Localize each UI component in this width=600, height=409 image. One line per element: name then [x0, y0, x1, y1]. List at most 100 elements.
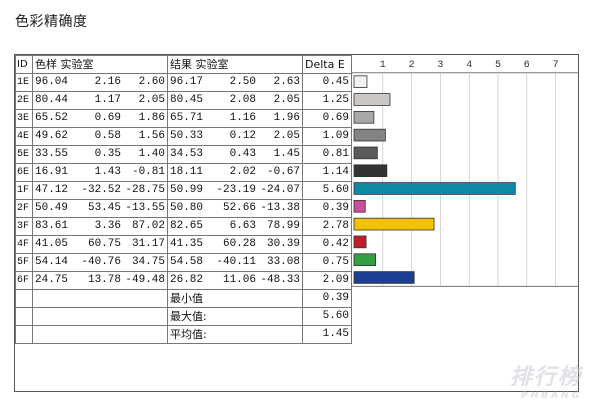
result-lab-b: 1.96 — [273, 112, 300, 124]
result-lab: 34.53 0.43 1.45 — [167, 145, 303, 164]
x-tick-label: 7 — [553, 60, 559, 71]
header-id: ID — [15, 55, 33, 74]
sample-lab: 16.91 1.43 -0.81 — [32, 163, 168, 182]
table-row: 4E 49.62 0.58 1.56 50.33 0.12 2.05 1.09 — [15, 127, 352, 146]
result-lab-a: 60.28 — [222, 238, 256, 250]
result-lab-b: 2.63 — [273, 76, 300, 88]
delta-e-value: 0.69 — [302, 109, 352, 128]
sample-lab-b: 1.86 — [138, 112, 165, 124]
sample-lab-l: 47.12 — [35, 184, 69, 196]
bar-6E — [353, 164, 388, 178]
summary-empty-id — [15, 325, 33, 344]
result-lab-a: 1.16 — [229, 112, 256, 124]
x-tick-label: 1 — [380, 60, 386, 71]
result-lab-a: 6.63 — [229, 220, 256, 232]
delta-e-value: 1.14 — [302, 163, 352, 182]
color-accuracy-table: ID 色样 实验室 结果 实验室 Delta E 1E 96.04 2.16 2.60 96.1… — [15, 55, 352, 344]
sample-lab: 50.49 53.45 -13.55 — [32, 199, 168, 218]
sample-lab-a: -32.52 — [81, 184, 121, 196]
result-lab-a: 52.66 — [222, 202, 256, 214]
sample-lab-b: 2.60 — [138, 76, 165, 88]
x-tick-label: 3 — [437, 60, 443, 71]
result-lab-l: 26.82 — [170, 274, 204, 286]
sample-lab: 65.52 0.69 1.86 — [32, 109, 168, 128]
sample-lab-a: 3.36 — [94, 220, 121, 232]
row-id: 1E — [15, 73, 33, 92]
row-id: 5F — [15, 253, 33, 272]
sample-lab-a: 1.43 — [94, 166, 121, 178]
delta-e-value: 0.81 — [302, 145, 352, 164]
row-id: 4F — [15, 235, 33, 254]
result-lab-l: 82.65 — [170, 220, 204, 232]
result-lab-l: 34.53 — [170, 148, 204, 160]
summary-value: 1.45 — [302, 325, 352, 344]
sample-lab-a: 0.58 — [94, 130, 121, 142]
summary-label: 平均值: — [167, 325, 303, 344]
result-lab: 41.35 60.28 30.39 — [167, 235, 303, 254]
delta-e-value: 1.09 — [302, 127, 352, 146]
sample-lab-b: 2.05 — [138, 94, 165, 106]
delta-e-value: 5.60 — [302, 181, 352, 200]
summary-empty-id — [15, 289, 33, 308]
result-lab-a: -23.19 — [216, 184, 256, 196]
result-lab-l: 80.45 — [170, 94, 204, 106]
sample-lab-b: 1.40 — [138, 148, 165, 160]
summary-row: 最小值 0.39 — [15, 289, 352, 308]
sample-lab: 49.62 0.58 1.56 — [32, 127, 168, 146]
bar-4E — [353, 128, 386, 142]
result-lab-l: 54.58 — [170, 256, 204, 268]
sample-lab: 83.61 3.36 87.02 — [32, 217, 168, 236]
sample-lab-a: 13.78 — [87, 274, 121, 286]
sample-lab-b: 87.02 — [131, 220, 165, 232]
delta-e-value: 0.39 — [302, 199, 352, 218]
row-id: 4E — [15, 127, 33, 146]
sample-lab-l: 24.75 — [35, 274, 69, 286]
table-row: 3E 65.52 0.69 1.86 65.71 1.16 1.96 0.69 — [15, 109, 352, 128]
table-row: 1E 96.04 2.16 2.60 96.17 2.50 2.63 0.45 — [15, 73, 352, 92]
result-lab-l: 65.71 — [170, 112, 204, 124]
sample-lab-a: 60.75 — [87, 238, 121, 250]
table-frame — [14, 54, 579, 392]
result-lab-a: 0.12 — [229, 130, 256, 142]
result-lab-b: -0.67 — [266, 166, 300, 178]
sample-lab-l: 65.52 — [35, 112, 69, 124]
sample-lab-l: 80.44 — [35, 94, 69, 106]
sample-lab-l: 83.61 — [35, 220, 69, 232]
page-title: 色彩精确度 — [15, 14, 88, 30]
result-lab-a: 2.02 — [229, 166, 256, 178]
sample-lab-l: 49.62 — [35, 130, 69, 142]
sample-lab-l: 16.91 — [35, 166, 69, 178]
result-lab-b: -48.33 — [260, 274, 300, 286]
bar-6F — [353, 271, 415, 284]
sample-lab-b: -0.81 — [131, 166, 165, 178]
row-id: 2F — [15, 199, 33, 218]
result-lab: 50.99 -23.19 -24.07 — [167, 181, 303, 200]
result-lab: 65.71 1.16 1.96 — [167, 109, 303, 128]
header-result-lab: 结果 实验室 — [167, 55, 303, 74]
bar-5F — [353, 253, 377, 267]
row-id: 1F — [15, 181, 33, 200]
watermark-text: 排行榜 — [509, 365, 582, 390]
sample-lab-l: 96.04 — [35, 76, 69, 88]
sample-lab-b: -49.48 — [125, 274, 165, 286]
result-lab-a: 0.43 — [229, 148, 256, 160]
sample-lab-b: 31.17 — [131, 238, 165, 250]
table-row: 2F 50.49 53.45 -13.55 50.80 52.66 -13.38 0.39 — [15, 199, 352, 218]
x-tick-label: 6 — [524, 60, 530, 71]
result-lab-b: 30.39 — [266, 238, 300, 250]
result-lab-l: 50.33 — [170, 130, 204, 142]
table-row: 2E 80.44 1.17 2.05 80.45 2.08 2.05 1.25 — [15, 91, 352, 110]
sample-lab: 80.44 1.17 2.05 — [32, 91, 168, 110]
table-row: 6F 24.75 13.78 -49.48 26.82 11.06 -48.33 2.09 — [15, 271, 352, 290]
bar-1F — [353, 182, 516, 195]
result-lab-b: -13.38 — [260, 202, 300, 214]
sample-lab-l: 41.05 — [35, 238, 69, 250]
summary-label: 最小值 — [167, 289, 303, 308]
delta-e-value: 2.78 — [302, 217, 352, 236]
result-lab-b: 33.08 — [266, 256, 300, 268]
delta-e-bar-chart: 1 2 3 4 5 6 7 — [352, 60, 579, 287]
delta-e-value: 2.09 — [302, 271, 352, 290]
result-lab-b: 1.45 — [273, 148, 300, 160]
result-lab-l: 96.17 — [170, 76, 204, 88]
bar-3E — [353, 111, 375, 124]
